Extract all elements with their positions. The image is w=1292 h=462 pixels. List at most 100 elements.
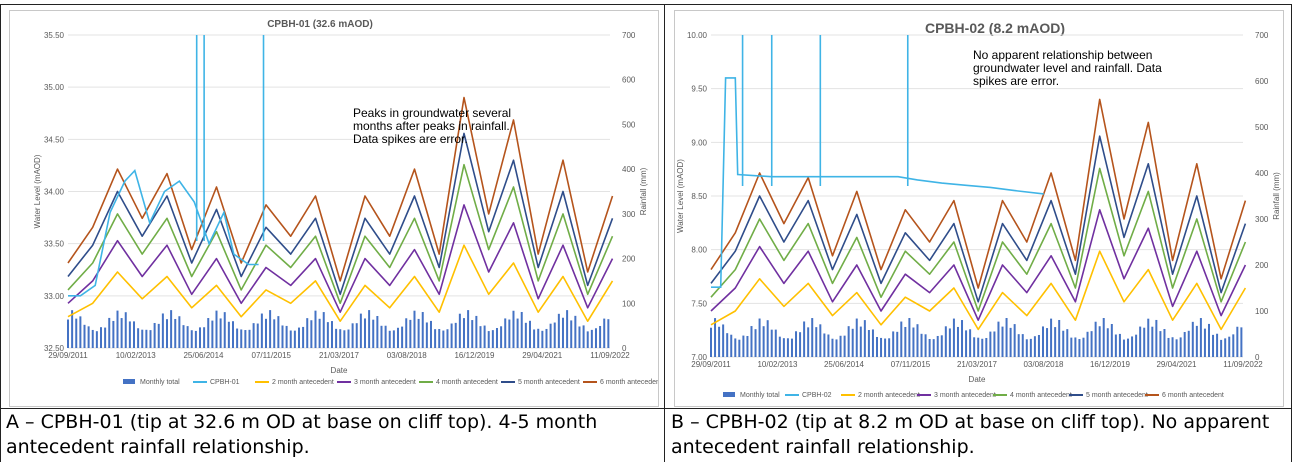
rainfall-bar (574, 315, 577, 348)
rainfall-bar (932, 339, 935, 357)
rainfall-bar (504, 318, 507, 348)
rainfall-bar (454, 322, 457, 348)
rainfall-bar (104, 327, 107, 348)
rainfall-bar (252, 323, 255, 348)
rainfall-bar (458, 313, 461, 348)
rainfall-bar (770, 329, 773, 357)
x-tick-label: 21/03/2017 (319, 351, 360, 360)
series-3-month-antecedent (710, 209, 1247, 322)
rainfall-bar (413, 310, 416, 348)
rainfall-bar (928, 338, 931, 357)
y2-tick-label: 700 (622, 31, 636, 40)
rainfall-bar (170, 310, 173, 348)
rainfall-bar (198, 327, 201, 348)
rainfall-bar (491, 330, 494, 348)
rainfall-bar (335, 328, 338, 348)
y2-tick-label: 400 (1255, 169, 1269, 178)
rainfall-bar (297, 327, 300, 348)
rainfall-bar (843, 335, 846, 357)
rainfall-bar (1050, 318, 1053, 357)
x-tick-label: 10/02/2013 (757, 360, 798, 369)
rainfall-bar (339, 329, 342, 348)
rainfall-bar (1046, 328, 1049, 357)
rainfall-bar (182, 325, 185, 348)
rainfall-bar (421, 312, 424, 348)
rainfall-bar (533, 329, 536, 348)
rainfall-bar (145, 329, 148, 348)
rainfall-bar (786, 338, 789, 357)
rainfall-bar (83, 324, 86, 348)
rainfall-bar (310, 320, 313, 348)
rainfall-bar (322, 312, 325, 348)
rainfall-bar (875, 336, 878, 357)
rainfall-bar (95, 331, 98, 348)
rainfall-bar (867, 330, 870, 357)
rainfall-bar (590, 329, 593, 348)
rainfall-bar (1159, 331, 1162, 357)
y2-tick-label: 0 (1255, 353, 1260, 362)
rainfall-bar (161, 313, 164, 348)
rainfall-bar (549, 323, 552, 348)
rainfall-bar (553, 322, 556, 348)
annotation-line: Data spikes are error. (353, 132, 468, 146)
x-axis-label: Date (331, 366, 348, 375)
series-6-month-antecedent (67, 96, 614, 282)
x-tick-label: 07/11/2015 (891, 360, 931, 369)
rainfall-bar (1029, 338, 1032, 357)
y2-tick-label: 500 (622, 120, 636, 129)
rainfall-bar (1228, 336, 1231, 357)
legend-swatch (723, 392, 735, 397)
rainfall-bar (766, 320, 769, 357)
legend-label: Monthly total (140, 379, 180, 386)
rainfall-bar (137, 328, 140, 348)
rainfall-bar (236, 328, 239, 348)
rainfall-bar (363, 318, 366, 348)
annotation-line: No apparent relationship between (973, 48, 1152, 62)
rainfall-bar (537, 328, 540, 348)
rainfall-bar (1155, 319, 1158, 357)
y2-tick-label: 100 (622, 299, 636, 308)
rainfall-bar (1143, 327, 1146, 357)
rainfall-bar (1066, 329, 1069, 357)
rainfall-bar (524, 322, 527, 348)
rainfall-bar (1054, 327, 1057, 357)
chart-svg-cpbh-01: CPBH-01 (32.6 mAOD) 32.50 33.00 33.50 34.00 3… (33, 19, 658, 386)
rainfall-bar (566, 310, 569, 348)
y-tick-label: 33.00 (44, 292, 65, 301)
rainfall-bar (368, 310, 371, 348)
rainfall-bar (997, 321, 1000, 357)
rainfall-bar (1224, 338, 1227, 357)
chart-title: CPBH-02 (8.2 mAOD) (925, 20, 1065, 36)
rainfall-bar (774, 329, 777, 357)
series-4-month-antecedent (67, 163, 614, 305)
rainfall-bar (471, 320, 474, 348)
rainfall-bar (269, 310, 272, 348)
y-tick-label: 34.00 (44, 188, 65, 197)
x-tick-label: 11/09/2022 (590, 351, 630, 360)
rainfall-bar (516, 318, 519, 348)
rainfall-bar (273, 319, 276, 348)
rainfall-bar (508, 319, 511, 348)
rainfall-bar (561, 317, 564, 348)
rainfall-bar (754, 329, 757, 357)
y-tick-label: 33.50 (44, 240, 65, 249)
annotation-line: Peaks in groundwater several (353, 106, 511, 120)
rainfall-bar (1151, 326, 1154, 357)
rainfall-bar (851, 328, 854, 357)
x-tick-label: 29/09/2011 (691, 360, 731, 369)
rainfall-bar (948, 328, 951, 357)
rainfall-bar (211, 320, 214, 348)
rainfall-bar (190, 330, 193, 348)
rainfall-bar (956, 326, 959, 357)
rainfall-bar (124, 312, 127, 348)
rainfall-bar (977, 337, 980, 357)
series-2-month-antecedent (710, 250, 1247, 331)
legend-label: 4 month antecedent (436, 379, 498, 386)
rainfall-bar (1207, 323, 1210, 357)
rainfall-bar (831, 338, 834, 357)
series-2-month-antecedent (67, 244, 614, 323)
rainfall-bar (1102, 318, 1105, 357)
rainfall-bar (75, 318, 78, 348)
rainfall-bar (450, 323, 453, 348)
rainfall-bar (1131, 336, 1134, 357)
